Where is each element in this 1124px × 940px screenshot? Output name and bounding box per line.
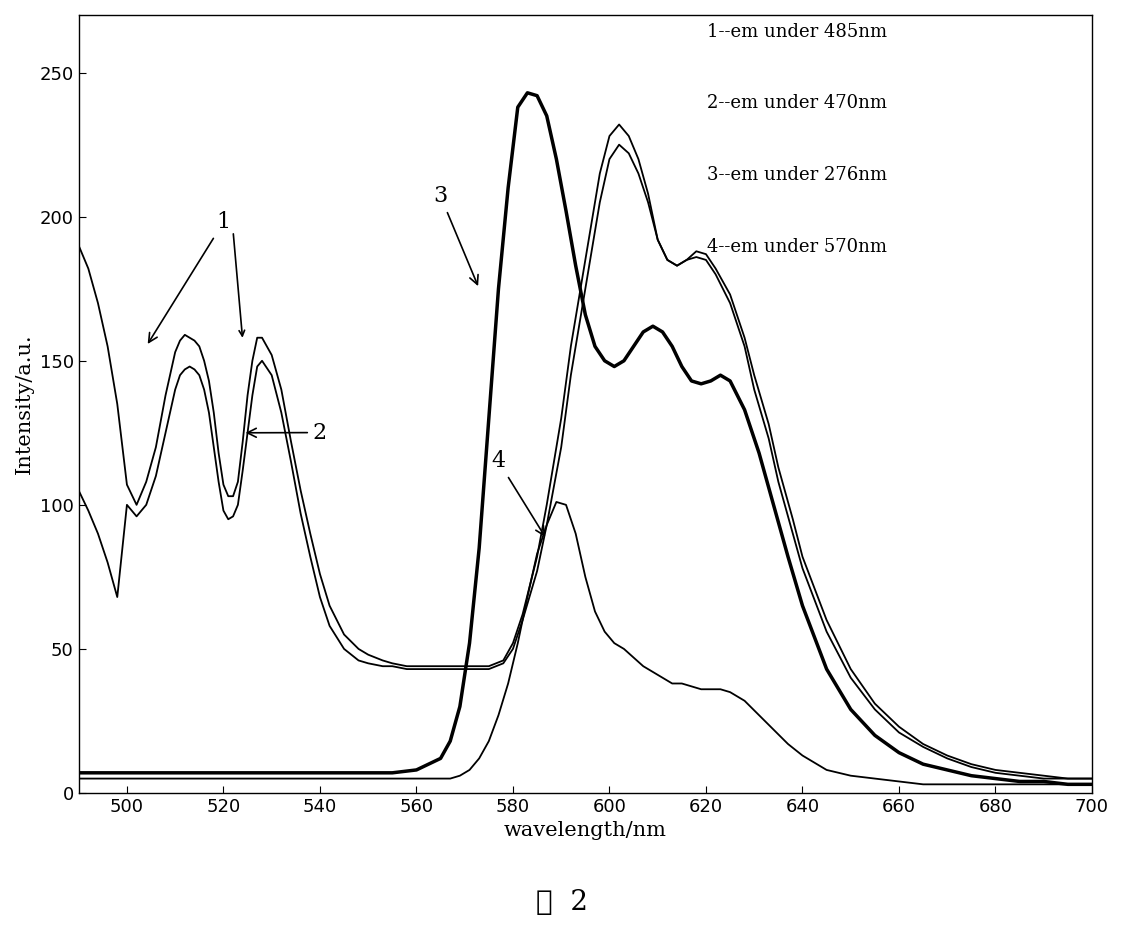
Text: 1--em under 485nm: 1--em under 485nm bbox=[707, 23, 887, 40]
Text: 2--em under 470nm: 2--em under 470nm bbox=[707, 94, 887, 113]
Text: 1: 1 bbox=[148, 212, 230, 342]
X-axis label: wavelength/nm: wavelength/nm bbox=[504, 822, 667, 840]
Text: 3: 3 bbox=[434, 185, 478, 285]
Text: 4: 4 bbox=[491, 450, 544, 536]
Text: 3--em under 276nm: 3--em under 276nm bbox=[707, 166, 887, 184]
Text: 2: 2 bbox=[247, 421, 327, 444]
Y-axis label: Intensity/a.u.: Intensity/a.u. bbox=[15, 334, 34, 475]
Text: 4--em under 570nm: 4--em under 570nm bbox=[707, 238, 887, 256]
Text: 图  2: 图 2 bbox=[536, 889, 588, 916]
